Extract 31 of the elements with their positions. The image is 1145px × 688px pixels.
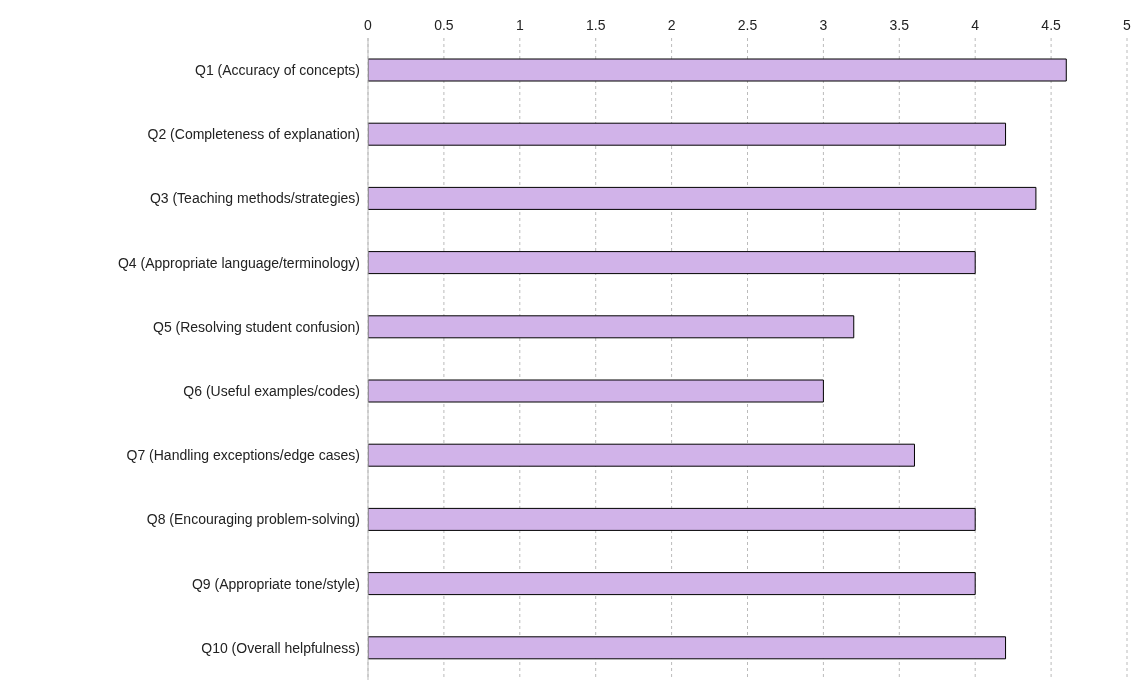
bar [368,251,976,275]
bar [368,379,824,403]
x-tick-label: 0.5 [434,17,454,33]
y-tick-label: Q6 (Useful examples/codes) [183,383,360,400]
y-tick-label: Q10 (Overall helpfulness) [201,639,360,656]
y-tick-label: Q7 (Handling exceptions/edge cases) [126,447,360,464]
x-tick-label: 2.5 [737,17,758,33]
bar [368,636,1007,660]
x-tick-label: 3.5 [889,17,910,33]
x-tick-label: 1 [515,17,524,33]
bar [368,572,976,596]
bar [368,315,855,339]
y-tick-label: Q5 (Resolving student confusion) [153,318,360,335]
y-tick-label: Q4 (Appropriate language/terminology) [117,254,360,271]
x-tick-label: 5 [1123,17,1132,33]
bar [368,122,1007,146]
x-tick-label: 3 [819,17,828,33]
bar [368,507,976,531]
x-tick-label: 4.5 [1041,17,1062,33]
x-tick-label: 0 [364,17,373,33]
y-tick-label: Q8 (Encouraging problem-solving) [146,511,360,528]
y-tick-label: Q9 (Appropriate tone/style) [191,575,360,592]
x-tick-label: 4 [971,17,980,33]
bar [368,58,1067,82]
bar [368,186,1037,210]
y-tick-label: Q3 (Teaching methods/strategies) [149,190,360,207]
bar [368,443,915,467]
x-tick-label: 2 [667,17,676,33]
y-tick-label: Q1 (Accuracy of concepts) [195,62,360,79]
y-tick-label: Q2 (Completeness of explanation) [147,126,360,143]
x-tick-label: 1.5 [585,17,606,33]
